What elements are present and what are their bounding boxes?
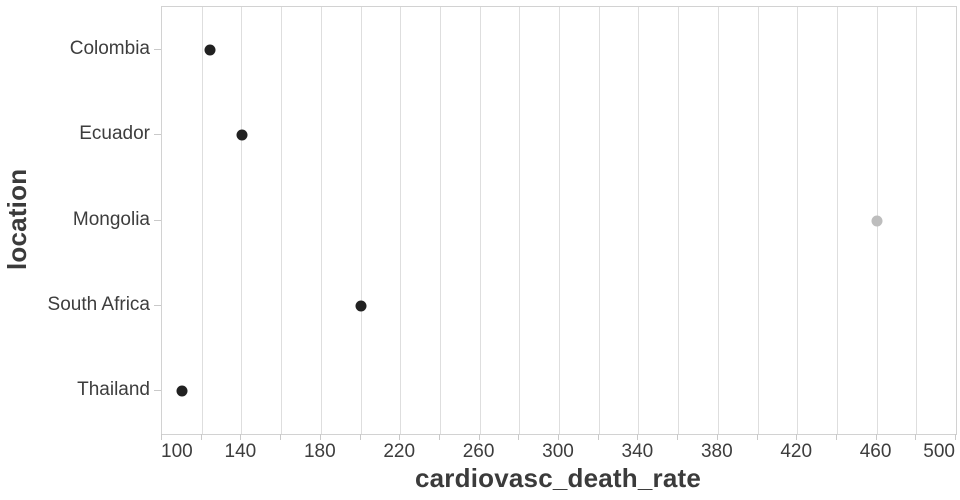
x-tick bbox=[955, 434, 956, 440]
x-tick bbox=[915, 434, 917, 440]
x-tick-label: 460 bbox=[859, 441, 892, 462]
data-point-thailand bbox=[176, 385, 188, 397]
x-tick-label: 420 bbox=[780, 441, 813, 462]
x-tick-label: 100 bbox=[161, 441, 193, 462]
x-tick bbox=[835, 434, 837, 440]
x-tick bbox=[756, 434, 758, 440]
y-tick bbox=[154, 49, 161, 50]
y-tick bbox=[154, 305, 161, 306]
gridline bbox=[757, 7, 759, 434]
x-tick-label: 260 bbox=[462, 441, 495, 462]
x-tick bbox=[161, 434, 162, 440]
y-tick-label: South Africa bbox=[47, 294, 150, 315]
gridline bbox=[281, 7, 283, 434]
x-tick bbox=[677, 434, 679, 440]
x-tick bbox=[875, 434, 877, 440]
y-tick bbox=[154, 134, 161, 135]
x-tick bbox=[359, 434, 361, 440]
x-tick-label: 500 bbox=[923, 441, 955, 462]
data-point-colombia bbox=[204, 44, 216, 56]
data-point-mongolia bbox=[871, 215, 883, 226]
x-tick bbox=[597, 434, 599, 440]
x-tick-label: 180 bbox=[303, 441, 336, 462]
gridline bbox=[836, 7, 838, 434]
gridline bbox=[201, 7, 203, 434]
y-tick-label: Mongolia bbox=[72, 209, 150, 230]
y-tick-label: Colombia bbox=[69, 38, 150, 59]
gridline bbox=[400, 7, 402, 434]
gridline bbox=[559, 7, 560, 434]
x-tick bbox=[280, 434, 282, 440]
data-point-south-africa bbox=[355, 300, 367, 312]
gridline bbox=[717, 7, 719, 434]
y-tick bbox=[154, 220, 161, 221]
x-tick bbox=[200, 434, 202, 440]
y-tick-label: Ecuador bbox=[79, 123, 150, 144]
x-tick-label: 300 bbox=[542, 441, 574, 462]
x-tick-label: 340 bbox=[621, 441, 654, 462]
x-tick bbox=[518, 434, 520, 440]
x-tick bbox=[716, 434, 718, 440]
x-axis-title: cardiovasc_death_rate bbox=[414, 463, 702, 493]
x-tick-label: 140 bbox=[224, 441, 257, 462]
x-tick bbox=[637, 434, 639, 440]
y-tick-label: Thailand bbox=[77, 379, 150, 400]
plot-area bbox=[161, 6, 957, 435]
x-tick bbox=[399, 434, 401, 440]
x-tick bbox=[240, 434, 242, 440]
gridline bbox=[360, 7, 362, 434]
gridline bbox=[320, 7, 322, 434]
x-tick bbox=[319, 434, 321, 440]
x-tick bbox=[438, 434, 440, 440]
gridline bbox=[598, 7, 600, 434]
gridline bbox=[797, 7, 799, 434]
x-tick bbox=[558, 434, 559, 440]
gridline bbox=[678, 7, 680, 434]
gridline bbox=[638, 7, 640, 434]
x-tick bbox=[796, 434, 798, 440]
x-tick bbox=[478, 434, 480, 440]
gridline bbox=[241, 7, 243, 434]
x-tick-label: 380 bbox=[700, 441, 733, 462]
x-tick-label: 220 bbox=[383, 441, 416, 462]
gridline bbox=[916, 7, 918, 434]
gridline bbox=[519, 7, 521, 434]
data-point-ecuador bbox=[236, 129, 248, 141]
gridline bbox=[439, 7, 441, 434]
gridline bbox=[479, 7, 481, 434]
y-tick bbox=[154, 390, 161, 391]
